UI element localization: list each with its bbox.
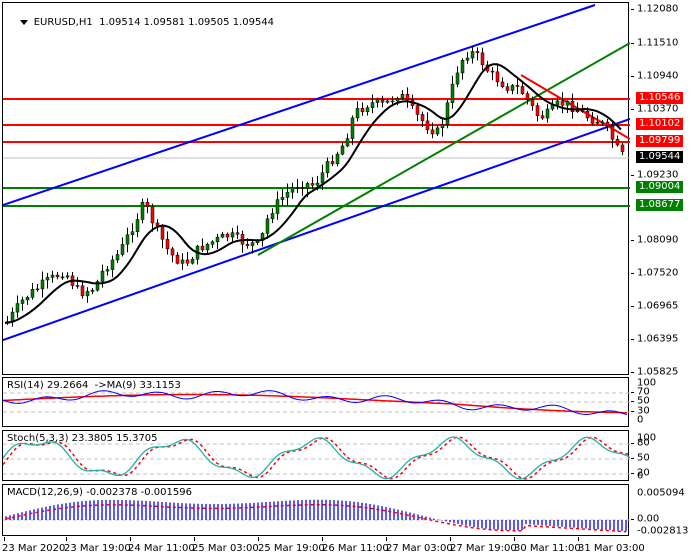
- stochastic-title: Stoch(5,3,3) 23.3805 15.3705: [7, 433, 158, 444]
- price-tick: 1.11510: [637, 37, 679, 49]
- channel-upper-line[interactable]: [3, 4, 596, 206]
- macd-level: 0.005094: [637, 487, 685, 499]
- macd-level: 0.00: [637, 513, 660, 525]
- stoch-level: 50: [637, 452, 650, 464]
- macd-histogram: [5, 499, 627, 532]
- stoch-level: 20: [637, 467, 650, 479]
- time-label: 25 Mar 19:00: [258, 543, 325, 554]
- rsi-canvas: [3, 390, 630, 416]
- price-tag-support-2: 1.08677: [636, 199, 684, 211]
- price-tick: 1.05825: [637, 366, 679, 378]
- price-chart-canvas[interactable]: [3, 3, 630, 376]
- price-tick: 1.07520: [637, 267, 679, 279]
- ohlc-values: 1.09514 1.09581 1.09505 1.09544: [99, 17, 275, 28]
- price-tag-support-1: 1.09004: [636, 181, 684, 193]
- macd-signal-line: [5, 503, 627, 533]
- stoch-level: 0: [637, 470, 644, 482]
- price-tick: 1.06965: [637, 300, 679, 312]
- stoch-signal-line: [3, 436, 630, 480]
- macd-level: -0.002813: [637, 525, 689, 537]
- price-tag-resistance-1: 1.10546: [636, 92, 684, 104]
- rsi-level: 50: [637, 395, 650, 407]
- price-tick: 1.10940: [637, 70, 679, 82]
- macd-canvas: [3, 499, 630, 533]
- time-label: 27 Mar 03:00: [386, 543, 453, 554]
- time-label: 26 Mar 11:00: [322, 543, 389, 554]
- price-tick: 1.08090: [637, 234, 679, 246]
- stoch-main-line: [3, 436, 630, 480]
- macd-pane[interactable]: MACD(12,26,9) -0.002378 -0.001596: [2, 484, 630, 536]
- time-label: 23 Mar 2020: [2, 543, 66, 554]
- rsi-level: 100: [637, 377, 657, 389]
- stoch-level: 80: [637, 437, 650, 449]
- time-label: 27 Mar 19:00: [450, 543, 517, 554]
- price-tick: 1.09230: [637, 169, 679, 181]
- chart-title: EURUSD,H1 1.09514 1.09581 1.09505 1.0954…: [7, 6, 274, 39]
- macd-title: MACD(12,26,9) -0.002378 -0.001596: [7, 487, 192, 498]
- stoch-level: 100: [637, 432, 657, 444]
- stochastic-canvas: [3, 436, 630, 480]
- price-tick: 1.10370: [637, 103, 679, 115]
- price-tick: 1.12080: [637, 3, 679, 15]
- rsi-level: 70: [637, 386, 650, 398]
- candlesticks: [5, 46, 625, 327]
- price-tag-current: 1.09544: [636, 151, 684, 163]
- channel-lower-line[interactable]: [3, 118, 630, 341]
- time-label: 30 Mar 11:00: [514, 543, 581, 554]
- green-trendline[interactable]: [257, 42, 630, 256]
- time-label: 24 Mar 11:00: [128, 543, 195, 554]
- main-chart-pane[interactable]: EURUSD,H1 1.09514 1.09581 1.09505 1.0954…: [2, 2, 630, 376]
- price-tick: 1.06395: [637, 333, 679, 345]
- stochastic-pane[interactable]: Stoch(5,3,3) 23.3805 15.3705: [2, 430, 630, 481]
- moving-average-line: [4, 63, 622, 324]
- rsi-title: RSI(14) 29.2664 ->MA(9) 33.1153: [7, 380, 181, 391]
- time-label: 25 Mar 03:00: [192, 543, 259, 554]
- rsi-ma-line: [3, 393, 628, 414]
- time-label: 31 Mar 03:00: [578, 543, 645, 554]
- time-label: 23 Mar 19:00: [64, 543, 131, 554]
- rsi-pane[interactable]: RSI(14) 29.2664 ->MA(9) 33.1153: [2, 377, 630, 427]
- rsi-level: 30: [637, 405, 650, 417]
- collapse-triangle-icon[interactable]: [19, 19, 28, 25]
- price-tag-resistance-2: 1.10102: [636, 118, 684, 130]
- rsi-level: 0: [637, 414, 644, 426]
- symbol-label: EURUSD,H1: [33, 17, 93, 28]
- time-axis[interactable]: 23 Mar 2020 23 Mar 19:00 24 Mar 11:00 25…: [2, 537, 645, 560]
- price-tag-resistance-3: 1.09799: [636, 135, 684, 147]
- rsi-line: [3, 390, 628, 416]
